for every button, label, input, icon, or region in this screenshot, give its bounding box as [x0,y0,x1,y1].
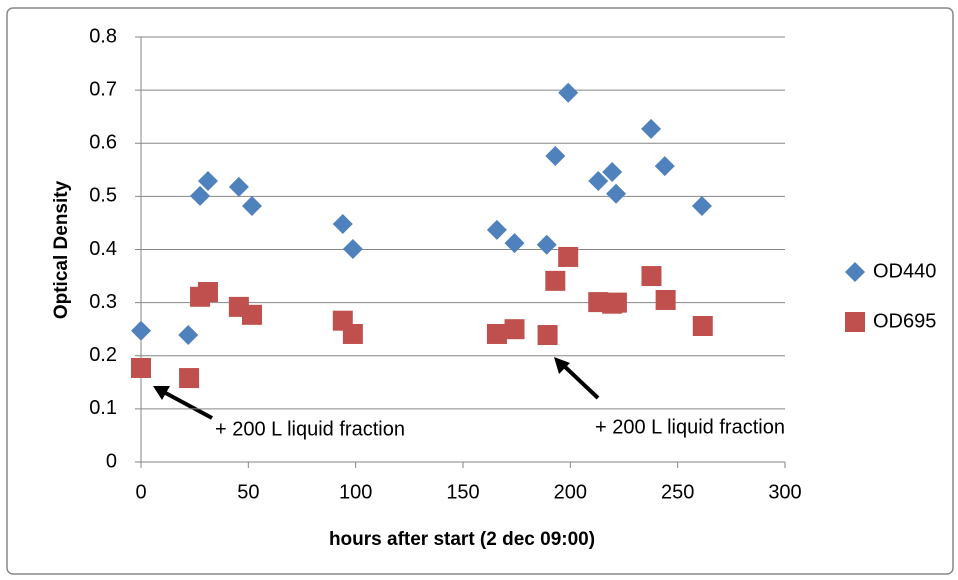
point [486,323,507,344]
point [654,156,675,177]
x-tick-label: 250 [661,481,694,503]
x-tick-label: 150 [446,481,479,503]
legend-label: OD695 [873,310,936,332]
legend-marker [845,262,865,282]
point [241,304,262,325]
x-axis-title: hours after start (2 dec 09:00) [329,529,595,550]
point [641,118,662,139]
arrow-head [153,386,170,400]
point [131,320,151,341]
arrow [560,362,600,400]
y-axis-title: Optical Density [51,180,72,319]
point [342,238,363,259]
point [131,357,151,378]
point [602,161,623,182]
y-tick-label: 0.5 [89,185,117,207]
point [190,185,211,206]
point [536,234,557,255]
x-tick-label: 50 [237,481,259,503]
point [558,246,579,267]
point [606,183,627,204]
point [691,195,712,216]
legend-label: OD440 [873,260,936,282]
legend-marker [845,312,865,332]
y-tick-label: 0.3 [89,291,117,313]
y-tick-label: 0.1 [89,397,117,419]
point [197,282,218,302]
arrow [159,388,213,420]
x-tick-label: 200 [554,481,587,503]
point [504,319,525,340]
point [332,214,353,234]
point [228,176,249,197]
point [588,170,609,191]
annotation: + 200 L liquid fraction [215,418,405,440]
annotation: + 200 L liquid fraction [595,416,785,438]
y-tick-label: 0.8 [89,25,117,47]
point [504,233,525,254]
point [241,195,262,216]
y-tick-label: 0.7 [89,78,117,100]
point [197,170,218,191]
point [179,368,200,389]
y-tick-label: 0.6 [89,132,117,154]
point [342,323,363,344]
point [558,82,579,103]
point [178,325,199,346]
point [545,270,566,291]
y-tick-label: 0 [106,450,117,472]
point [655,289,676,310]
y-tick-label: 0.4 [89,238,117,260]
arrows [159,362,600,420]
point [606,292,627,313]
point [692,316,713,336]
x-tick-label: 300 [768,481,801,503]
arrow-head [554,357,570,374]
point [641,266,662,287]
x-tick-label: 0 [135,481,146,503]
chart-frame [6,7,954,575]
point [545,146,566,166]
x-tick-label: 100 [339,481,372,503]
y-tick-label: 0.2 [89,344,117,366]
point [486,219,507,240]
point [537,325,558,346]
